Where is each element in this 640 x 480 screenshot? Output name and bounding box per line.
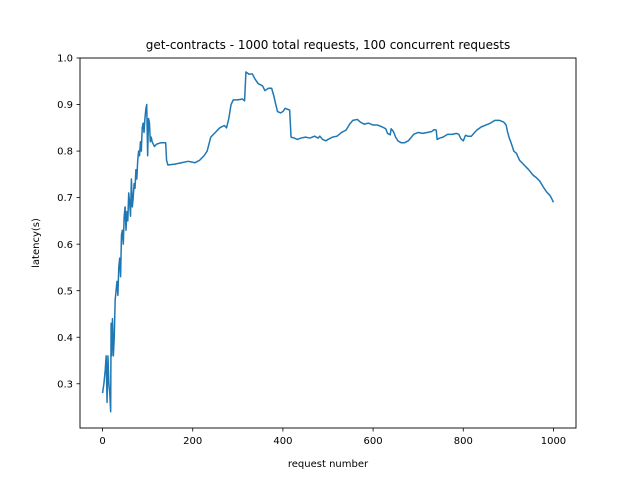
y-tick-label: 1.0 [57, 54, 73, 65]
y-tick-label: 0.6 [57, 240, 73, 251]
x-tick-label: 0 [99, 436, 105, 447]
x-tick-label: 200 [183, 436, 202, 447]
chart-title: get-contracts - 1000 total requests, 100… [146, 38, 510, 52]
x-axis-label: request number [288, 459, 369, 470]
y-axis-label: latency(s) [31, 218, 42, 268]
x-tick-label: 600 [364, 436, 383, 447]
y-axis: 0.3 0.4 0.5 0.6 0.7 0.8 0.9 1.0 [57, 54, 80, 390]
plot-area [101, 71, 555, 413]
series-line-0 [101, 71, 555, 413]
y-tick-label: 0.3 [57, 379, 73, 390]
y-tick-label: 0.5 [57, 286, 73, 297]
y-tick-label: 0.8 [57, 147, 73, 158]
y-tick-label: 0.9 [57, 100, 73, 111]
axes-frame [79, 57, 577, 429]
y-tick-label: 0.7 [57, 193, 73, 204]
y-tick-label: 0.4 [57, 333, 73, 344]
x-tick-label: 400 [273, 436, 292, 447]
x-tick-label: 800 [454, 436, 473, 447]
x-axis: 0 200 400 600 800 1000 [99, 428, 566, 447]
x-tick-label: 1000 [541, 436, 566, 447]
